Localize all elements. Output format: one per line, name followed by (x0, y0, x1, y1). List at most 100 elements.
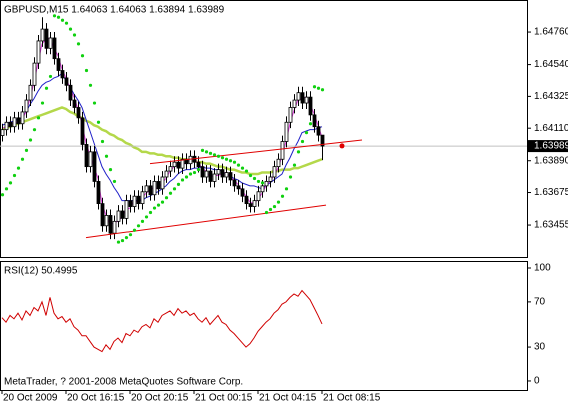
x-tick-label: 20 Oct 20:15 (131, 393, 189, 404)
candle-body (72, 99, 77, 108)
sar-dot (4, 187, 9, 191)
sar-dot (112, 179, 117, 184)
candle-body (216, 169, 221, 175)
candle-body (288, 107, 293, 123)
candle-body (40, 28, 45, 42)
sar-dot (168, 191, 173, 195)
sar-dot (300, 139, 305, 144)
sar-dot (136, 224, 141, 228)
sar-dot (304, 131, 309, 135)
candle-body (60, 70, 65, 79)
candle-body (36, 40, 41, 64)
x-tick-label: 21 Oct 00:15 (195, 393, 253, 404)
candle-body (108, 215, 113, 234)
sar-dot (116, 240, 121, 244)
sar-dot (244, 169, 249, 173)
candle-body (56, 58, 61, 71)
sar-dot (312, 85, 317, 89)
sar-dot (36, 116, 41, 120)
sar-dot (76, 42, 81, 46)
x-tick-label: 21 Oct 08:15 (323, 393, 381, 404)
candle-body (320, 134, 325, 147)
sar-dot (92, 101, 97, 105)
candle-body (236, 185, 241, 190)
sar-dot (100, 139, 105, 144)
candle-body (264, 181, 269, 187)
sar-dot (228, 159, 233, 163)
sar-dot (96, 120, 101, 124)
copyright-note: MetaTrader, ? 2001-2008 MetaQuotes Softw… (4, 377, 243, 388)
sar-dot (20, 157, 25, 161)
y-tick-label: 1.64540 (534, 59, 568, 70)
candle-body (224, 172, 229, 178)
candle-body (116, 210, 121, 222)
price-panel: GBPUSD,M15 1.64063 1.64063 1.63894 1.639… (0, 5, 568, 244)
sar-dot (104, 154, 109, 158)
candle-body (152, 181, 157, 196)
sar-dot (272, 204, 277, 209)
candle-body (256, 191, 261, 202)
candle-body (4, 121, 9, 131)
sar-dot (196, 167, 201, 172)
sar-dot (40, 101, 45, 105)
y-tick-label: 1.64760 (534, 27, 568, 38)
candle-body (96, 181, 101, 205)
sar-dot (240, 166, 245, 170)
candle-body (148, 185, 153, 196)
candle-body (228, 172, 233, 181)
candle-body (232, 179, 237, 187)
candle-body (104, 215, 109, 227)
price-label-box (528, 140, 568, 153)
price-label: 1.63989 (534, 141, 568, 152)
y-tick-label: 70 (534, 297, 546, 308)
candle-body (276, 158, 281, 168)
candle-body (132, 195, 137, 207)
candle-body (32, 62, 37, 86)
sar-dot (156, 203, 161, 207)
sar-dot (80, 54, 85, 58)
sar-dot (140, 219, 145, 223)
sar-dot (292, 163, 297, 167)
candle-body (64, 77, 69, 86)
candle-body (128, 200, 133, 207)
y-tick-label: 1.64110 (534, 123, 568, 134)
sar-dot (176, 182, 181, 186)
candle-body (156, 181, 161, 190)
candle-body (112, 220, 117, 234)
candle-body (284, 121, 289, 142)
candle-body (260, 185, 265, 193)
sar-dot (188, 172, 193, 176)
sar-dot (72, 33, 77, 37)
sar-dot (248, 173, 253, 178)
candle-body (176, 161, 181, 169)
sar-dot (268, 207, 273, 212)
sar-dot (52, 14, 57, 18)
candle-body (136, 195, 141, 205)
sar-dot (264, 210, 269, 215)
sar-dot (8, 181, 13, 185)
sar-dot (172, 187, 177, 191)
candle-body (220, 169, 225, 178)
candle-body (100, 203, 105, 227)
candle-body (240, 188, 245, 197)
candle-body (200, 166, 205, 178)
chart-title: GBPUSD,M15 1.64063 1.64063 1.63894 1.639… (4, 5, 225, 16)
candle-body (140, 191, 145, 205)
sar-dot (44, 86, 49, 90)
candle-body (188, 155, 193, 165)
candle-body (312, 114, 317, 128)
sar-dot (308, 122, 313, 126)
candle-body (252, 200, 257, 207)
y-tick-label: 0 (534, 376, 540, 387)
sar-dot (152, 206, 157, 210)
candle-body (16, 117, 21, 125)
signal-dot (339, 143, 345, 149)
candle-body (248, 203, 253, 207)
sar-dot (320, 88, 325, 92)
sar-dot (164, 196, 169, 200)
rsi-line (1, 289, 323, 353)
sar-dot (120, 238, 125, 243)
sar-dot (148, 210, 153, 215)
candle-body (280, 141, 285, 160)
